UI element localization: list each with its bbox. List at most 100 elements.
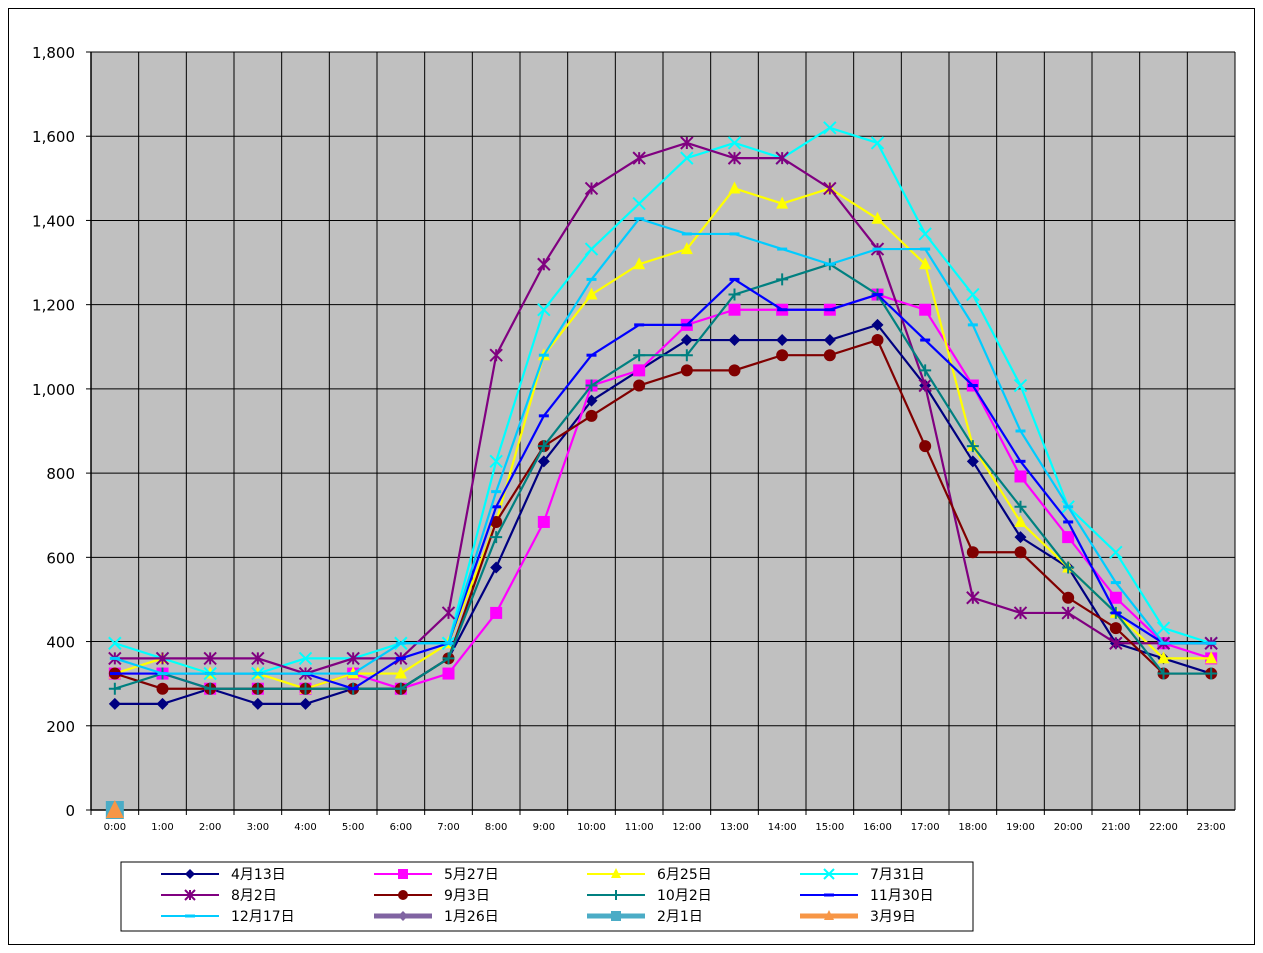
data-point [611,890,621,900]
data-point [156,682,169,695]
data-point [585,409,598,422]
y-tick-label: 1,600 [32,128,75,146]
legend-label: 6月25日 [657,867,712,883]
data-point [1158,641,1169,645]
data-point [251,651,265,666]
data-point [1062,561,1075,574]
legend-item: 11月30日 [800,888,934,904]
legend-label: 2月1日 [657,909,703,925]
data-point [1014,531,1027,544]
x-tick-label: 3:00 [247,822,269,833]
data-point [824,910,834,920]
data-point [585,287,598,300]
x-tick-label: 1:00 [151,822,173,833]
x-tick-label: 22:00 [1149,822,1178,833]
data-point [300,672,311,676]
x-tick-label: 9:00 [533,822,555,833]
data-point [538,414,549,418]
legend-label: 7月31日 [870,867,925,883]
data-point [1109,622,1122,635]
data-point [633,349,646,362]
x-tick-label: 13:00 [720,822,749,833]
data-point [611,911,621,921]
data-point [395,656,406,660]
data-point [489,454,503,469]
data-point [398,911,408,921]
data-point [966,287,980,302]
data-point [919,364,932,377]
data-point [348,672,359,676]
data-point [681,232,692,236]
data-point [251,697,264,710]
data-point [727,151,742,165]
data-point [441,606,456,620]
x-tick-label: 2:00 [199,822,221,833]
legend-label: 3月9日 [870,909,916,925]
data-point [728,303,741,316]
x-tick-label: 8:00 [485,822,507,833]
data-point [1015,459,1026,463]
data-point [823,181,837,196]
data-point [680,349,693,362]
series-line [114,187,1212,690]
data-point [442,667,455,680]
x-tick-label: 11:00 [625,822,654,833]
data-point [728,364,741,377]
data-point [632,196,646,211]
data-point [490,515,503,528]
data-point [1205,667,1218,680]
y-tick-label: 1,000 [32,381,75,399]
data-point [537,455,550,468]
legend-item: 8月2日 [161,888,277,904]
data-point [398,890,408,900]
data-point [490,606,503,619]
data-point [1157,651,1170,664]
x-tick-label: 18:00 [958,822,987,833]
data-point [185,869,195,879]
data-point [537,440,550,453]
data-point [1110,581,1121,585]
x-tick-label: 10:00 [577,822,606,833]
data-point [871,211,884,224]
legend-label: 8月2日 [231,888,277,904]
data-point [491,490,502,494]
series-line [114,263,1212,690]
data-point [1062,531,1075,544]
data-point [109,656,120,660]
legend-item: 2月1日 [587,909,703,925]
x-tick-label: 4:00 [294,822,316,833]
data-point [584,242,599,256]
data-point [777,308,788,312]
data-point [157,672,168,676]
grid-lines [90,51,1236,811]
data-point [680,242,693,255]
data-point [871,334,884,347]
data-point [394,666,407,679]
data-point [491,505,502,509]
x-tick-label: 20:00 [1054,822,1083,833]
data-point [586,353,597,357]
data-point [872,247,883,251]
legend-label: 4月13日 [231,867,286,883]
legend-item: 10月2日 [587,888,712,904]
data-point [728,334,741,347]
data-point [1063,520,1074,524]
x-tick-label: 16:00 [863,822,892,833]
data-point [205,672,216,676]
data-point [155,651,170,666]
data-point [1014,514,1027,527]
data-point [823,868,835,880]
data-point [489,348,503,362]
series-line [114,126,1212,675]
data-point [728,288,741,301]
data-point [967,384,978,388]
data-point [346,651,360,666]
data-point [680,151,694,165]
legend: 4月13日 5月27日 6月25日 7月31日 8月2日 9月3日 10月2日 11月30日 1… [120,861,974,932]
data-point [967,323,978,327]
data-point [394,682,407,695]
data-point [1062,591,1075,604]
data-point [776,273,789,286]
x-tick-label: 19:00 [1006,822,1035,833]
data-point [108,682,121,695]
